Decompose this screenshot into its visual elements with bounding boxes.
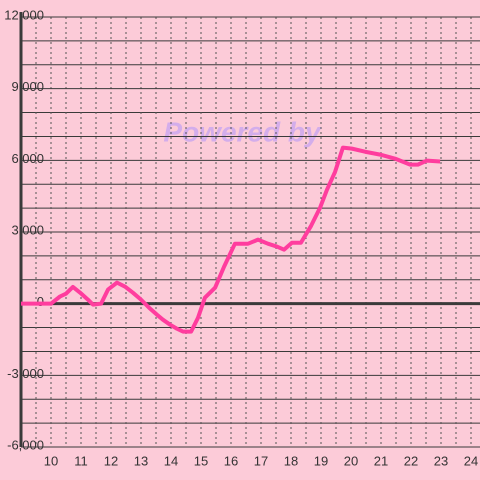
y-tick-label: -3,000 — [7, 366, 44, 381]
y-tick-label: 0 — [37, 294, 44, 309]
y-tick-label: 3,000 — [11, 222, 44, 237]
x-tick-label: 16 — [224, 453, 238, 468]
x-tick-label: 19 — [314, 453, 328, 468]
y-tick-label: 6,000 — [11, 151, 44, 166]
x-tick-label: 14 — [164, 453, 178, 468]
x-tick-label: 11 — [74, 453, 88, 468]
x-tick-label: 12 — [104, 453, 118, 468]
x-tick-label: 17 — [254, 453, 268, 468]
x-tick-label: 18 — [284, 453, 298, 468]
x-tick-label: 15 — [194, 453, 208, 468]
watermark: Powered by — [163, 116, 322, 147]
y-tick-label: 9,000 — [11, 79, 44, 94]
x-tick-label: 13 — [134, 453, 148, 468]
x-tick-label: 20 — [344, 453, 358, 468]
x-tick-label: 10 — [44, 453, 58, 468]
x-tick-label: 24 — [464, 453, 478, 468]
data-line — [21, 145, 441, 334]
y-tick-label: 12,000 — [4, 7, 44, 22]
x-tick-label: 21 — [374, 453, 388, 468]
y-tick-label: -6,000 — [7, 437, 44, 452]
x-tick-label: 23 — [434, 453, 448, 468]
x-tick-label: 22 — [404, 453, 418, 468]
